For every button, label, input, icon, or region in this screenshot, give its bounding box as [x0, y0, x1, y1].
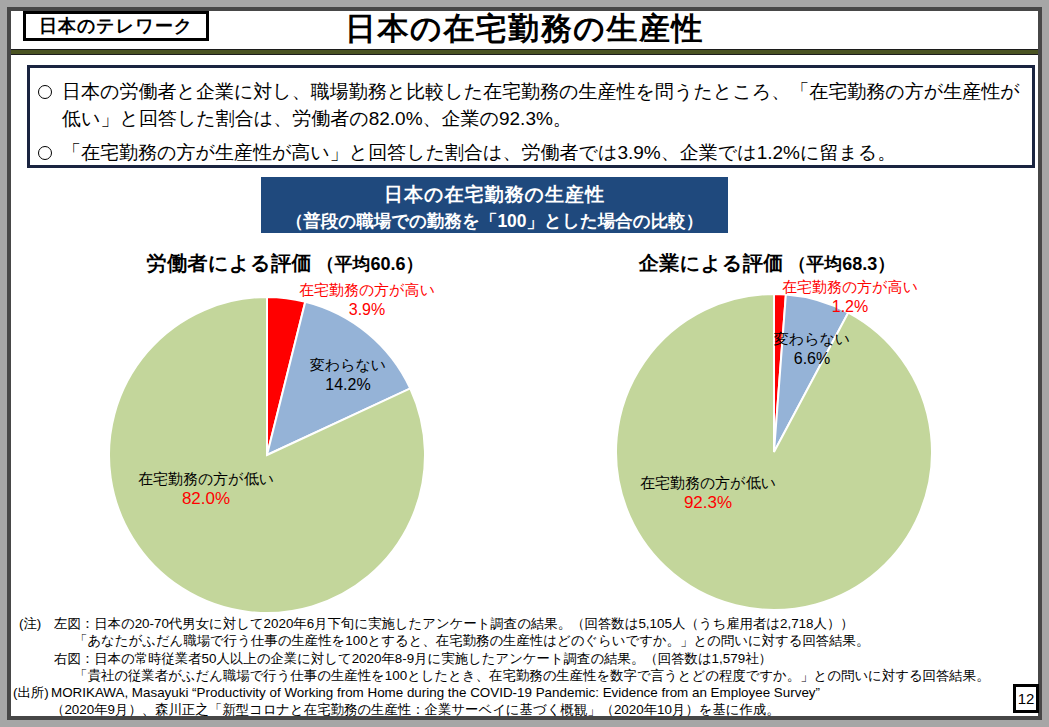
source-row: (出所) MORIKAWA, Masayuki “Productivity of… [11, 684, 1026, 719]
summary-bullet: 「在宅勤務の方が生産性が高い」と回答した割合は、労働者では3.9%、企業では1.… [38, 139, 1020, 166]
left-pie-title-main: 労働者による評価 [147, 252, 312, 274]
chart-heading-title: 日本の在宅勤務の生産性 [261, 182, 728, 208]
bullet-text: 日本の労働者と企業に対し、職場勤務と比較した在宅勤務の生産性を問うたところ、「在… [62, 78, 1020, 132]
note-row: (注) 左図：日本の20-70代男女に対して2020年6月下旬に実施したアンケー… [11, 615, 1026, 684]
slide-page: 日本のテレワーク 日本の在宅勤務の生産性 日本の労働者と企業に対し、職場勤務と比… [7, 7, 1042, 720]
right-label-same: 変わらない 6.6% [712, 329, 912, 369]
footnotes: (注) 左図：日本の20-70代男女に対して2020年6月下旬に実施したアンケー… [11, 615, 1026, 719]
page-title: 日本の在宅勤務の生産性 [11, 12, 1038, 46]
page-number: 12 [1013, 684, 1039, 713]
right-pie-title-note: （平均68.3） [788, 254, 895, 274]
chart-heading-subtitle: （普段の職場での勤務を「100」とした場合の比較） [261, 209, 728, 233]
left-pie-title: 労働者による評価 （平均60.6） [55, 250, 515, 277]
bullet-marker [38, 78, 62, 132]
summary-box: 日本の労働者と企業に対し、職場勤務と比較した在宅勤務の生産性を問うたところ、「在… [27, 65, 1035, 168]
header-divider [11, 49, 1038, 55]
chart-heading-box: 日本の在宅勤務の生産性 （普段の職場での勤務を「100」とした場合の比較） [261, 177, 728, 233]
right-pie-title: 企業による評価 （平均68.3） [537, 250, 997, 277]
left-pie-chart [107, 295, 427, 615]
source-line: （2020年9月）、森川正之「新型コロナと在宅勤務の生産性：企業サーベイに基づく… [51, 701, 820, 718]
bullet-text: 「在宅勤務の方が生産性が高い」と回答した割合は、労働者では3.9%、企業では1.… [62, 139, 896, 166]
bullet-marker [38, 139, 62, 166]
note-line: 「貴社の従業者がふだん職場で行う仕事の生産性を100としたとき、在宅勤務の生産性… [54, 667, 990, 684]
note-line: 「あなたがふだん職場で行う仕事の生産性を100とすると、在宅勤務の生産性はどのぐ… [54, 632, 990, 649]
left-label-higher: 在宅勤務の方が高い 3.9% [227, 280, 507, 320]
left-label-lower: 在宅勤務の方が低い 82.0% [66, 469, 346, 509]
summary-bullet: 日本の労働者と企業に対し、職場勤務と比較した在宅勤務の生産性を問うたところ、「在… [38, 78, 1020, 132]
right-label-higher: 在宅勤務の方が高い 1.2% [710, 277, 990, 317]
right-label-lower: 在宅勤務の方が低い 92.3% [568, 473, 848, 513]
right-pie-title-main: 企業による評価 [639, 252, 784, 274]
source-label: (出所) [13, 684, 51, 719]
source-line: MORIKAWA, Masayuki “Productivity of Work… [51, 684, 820, 701]
note-line: 右図：日本の常時従業者50人以上の企業に対して2020年8-9月に実施したアンケ… [54, 650, 990, 667]
note-label: (注) [19, 615, 54, 684]
left-pie-title-note: （平均60.6） [316, 254, 423, 274]
left-label-same: 変わらない 14.2% [248, 355, 448, 395]
note-line: 左図：日本の20-70代男女に対して2020年6月下旬に実施したアンケート調査の… [54, 615, 990, 632]
